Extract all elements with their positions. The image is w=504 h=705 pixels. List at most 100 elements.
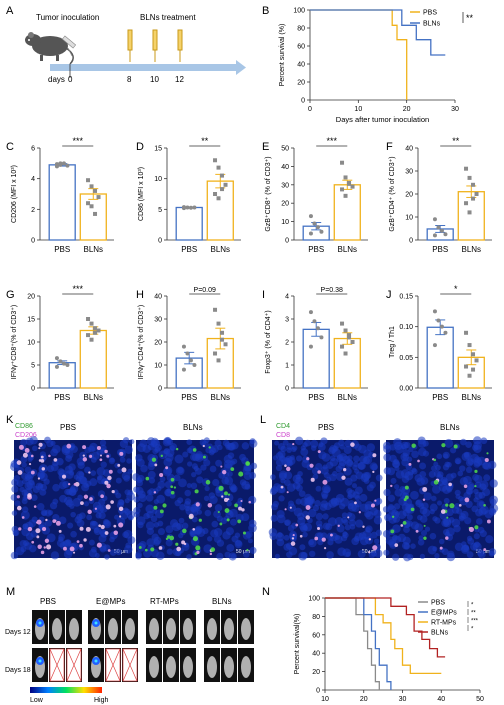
colorbar xyxy=(30,687,102,693)
nucleus-mark xyxy=(401,458,409,467)
chart-h: H 0 10 20 30 40 IFNγ⁺CD4⁺(% of CD3⁺) PBS BLNs P=0… xyxy=(136,287,241,402)
cell-mark xyxy=(483,503,486,507)
cell-mark xyxy=(106,483,111,489)
cell-mark xyxy=(170,477,175,482)
nucleus-mark xyxy=(299,544,306,551)
nucleus-mark xyxy=(483,461,492,470)
nucleus-mark xyxy=(455,458,461,465)
nucleus-mark xyxy=(332,445,339,452)
cell-mark xyxy=(292,534,295,537)
cell-mark xyxy=(295,523,299,527)
nucleus-mark xyxy=(387,467,396,476)
cell-mark xyxy=(330,533,333,537)
nucleus-mark xyxy=(485,535,494,544)
cell-mark xyxy=(410,507,415,512)
nucleus-mark xyxy=(102,519,112,529)
nucleus-mark xyxy=(78,475,87,485)
nucleus-mark xyxy=(166,548,173,555)
nucleus-mark xyxy=(420,530,428,537)
nucleus-mark xyxy=(270,514,278,522)
cell-mark xyxy=(341,475,346,480)
nucleus-mark xyxy=(123,529,133,539)
data-point xyxy=(471,352,476,357)
significance-label: * xyxy=(471,603,474,609)
nucleus-mark xyxy=(208,492,216,499)
nucleus-mark xyxy=(102,469,111,477)
data-point xyxy=(220,337,225,342)
data-point xyxy=(464,201,469,206)
nucleus-mark xyxy=(456,508,463,515)
cell-mark xyxy=(38,442,43,447)
data-point xyxy=(93,188,98,193)
nucleus-mark xyxy=(22,495,28,501)
nucleus-mark xyxy=(127,468,133,474)
nucleus-mark xyxy=(335,493,345,503)
nucleus-mark xyxy=(200,464,207,471)
nucleus-mark xyxy=(154,444,162,452)
nucleus-mark xyxy=(392,515,401,523)
cell-mark xyxy=(195,545,201,551)
nucleus-mark xyxy=(359,493,368,502)
nucleus-mark xyxy=(393,503,401,510)
cell-mark xyxy=(474,485,477,488)
data-point xyxy=(216,321,221,326)
group-e-mps: E@MPs xyxy=(96,597,125,606)
cell-mark xyxy=(18,527,22,531)
cell-mark xyxy=(337,524,340,527)
cell-mark xyxy=(367,551,371,554)
mouse-body xyxy=(241,618,251,640)
nucleus-mark xyxy=(383,549,390,556)
nucleus-mark xyxy=(90,470,97,476)
cell-mark xyxy=(35,521,39,524)
data-point xyxy=(216,165,221,170)
chart-n: N 0 20 40 60 80 100 Percent survival(%) 10 20 30 40… xyxy=(262,586,484,703)
data-point xyxy=(467,210,472,215)
nucleus-mark xyxy=(203,495,210,502)
data-point xyxy=(223,342,228,347)
cell-mark xyxy=(153,491,157,494)
cell-mark xyxy=(159,473,164,478)
data-point xyxy=(347,333,352,338)
nucleus-mark xyxy=(321,484,331,494)
cell-mark xyxy=(404,485,409,490)
category-label-blns: BLNs xyxy=(210,245,230,254)
data-point xyxy=(319,229,324,234)
nucleus-mark xyxy=(242,466,252,475)
nucleus-mark xyxy=(358,444,367,454)
nucleus-mark xyxy=(478,501,485,507)
cell-mark xyxy=(83,494,89,499)
nucleus-mark xyxy=(444,438,454,448)
nucleus-mark xyxy=(275,532,285,542)
nucleus-mark xyxy=(140,464,148,473)
cell-mark xyxy=(240,499,243,502)
cell-mark xyxy=(317,526,321,530)
cross-mark xyxy=(49,648,65,682)
cell-mark xyxy=(89,497,93,501)
cell-mark xyxy=(188,513,194,519)
nucleus-mark xyxy=(119,510,129,520)
category-label-blns: BLNs xyxy=(337,393,357,402)
cell-mark xyxy=(226,518,230,522)
mouse-body xyxy=(183,618,193,640)
cell-mark xyxy=(107,549,111,552)
y-tick-label: 30 xyxy=(281,182,289,189)
mouse-body xyxy=(52,618,62,640)
nucleus-mark xyxy=(415,499,423,508)
cell-mark xyxy=(217,510,220,514)
nucleus-mark xyxy=(234,540,243,549)
nucleus-mark xyxy=(50,440,56,446)
mouse-body xyxy=(224,656,234,678)
nucleus-mark xyxy=(342,455,351,464)
scale-k2: 50 μm xyxy=(236,549,250,555)
nucleus-mark xyxy=(450,472,457,479)
nucleus-mark xyxy=(115,477,122,484)
nucleus-mark xyxy=(37,503,45,511)
data-point xyxy=(312,221,317,226)
data-point xyxy=(58,359,63,364)
cell-mark xyxy=(144,548,148,552)
nucleus-mark xyxy=(286,447,293,454)
series-line-pbs xyxy=(310,9,408,100)
significance-label: * xyxy=(471,627,474,633)
nucleus-mark xyxy=(322,513,329,520)
nucleus-mark xyxy=(230,486,237,493)
